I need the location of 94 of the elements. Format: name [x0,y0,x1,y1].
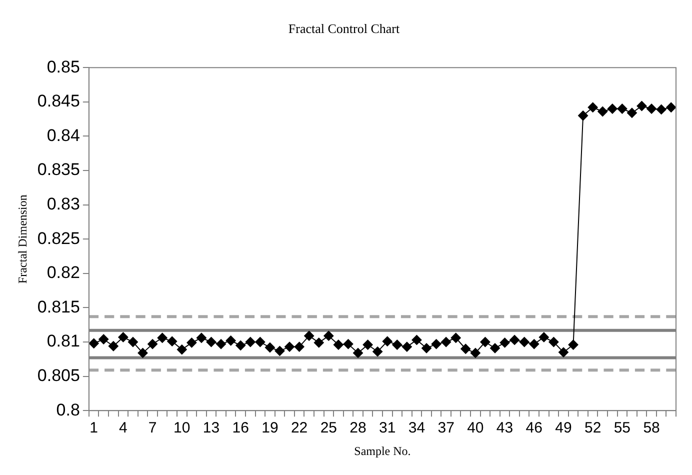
x-tick-label: 19 [262,420,278,437]
x-tick-label: 40 [467,420,484,437]
point [284,342,295,352]
point [167,336,178,346]
x-tick-label: 52 [584,420,602,437]
chart-title: Fractal Control Chart [288,21,400,36]
x-tick-label: 55 [614,420,631,437]
point [157,332,168,343]
point [568,340,578,350]
point [422,343,432,354]
point [108,341,118,352]
point [578,110,588,121]
y-tick-label: 0.835 [37,160,80,180]
point [148,339,158,350]
point [176,344,187,355]
point [226,336,236,346]
x-tick-label: 4 [119,420,128,437]
point [490,343,500,354]
point [519,337,530,347]
x-tick-label: 34 [408,420,426,437]
point [441,337,452,347]
point [538,332,549,342]
y-tick-label: 0.805 [37,366,80,385]
x-tick-label: 10 [174,420,190,437]
point [333,340,344,350]
point [264,342,275,352]
x-tick-label: 22 [290,420,308,437]
point [128,337,138,347]
y-tick-label: 0.84 [46,126,80,145]
point [353,348,364,358]
point [450,332,461,343]
point [431,339,442,350]
x-axis-title: Sample No. [354,444,411,458]
point [402,342,412,352]
point [626,108,637,118]
y-tick-label: 0.81 [46,332,80,351]
point [500,338,510,348]
x-tick-label: 46 [526,420,542,437]
point [510,334,520,345]
x-tick-label: 16 [232,420,249,437]
point [186,338,197,348]
x-tick-label: 58 [643,420,660,437]
point [636,101,647,112]
point [480,337,490,347]
point [314,338,324,348]
point [607,104,618,114]
y-tick-label: 0.8 [56,400,80,420]
point [138,348,148,358]
point [206,337,216,347]
point [255,337,266,347]
x-tick-label: 28 [350,420,366,437]
point [548,337,559,347]
point [656,104,666,114]
point [666,102,676,112]
x-tick-label: 49 [555,420,572,437]
point [617,104,628,114]
y-tick-label: 0.825 [37,228,80,248]
point [118,332,128,342]
y-tick-label: 0.815 [37,297,80,316]
y-axis-title: Fractal Dimension [15,194,30,284]
point [598,106,608,117]
x-tick-label: 7 [148,420,157,437]
x-tick-label: 37 [438,420,454,437]
point [304,330,314,341]
y-tick-label: 0.83 [46,194,80,214]
x-tick-label: 13 [202,420,220,437]
y-tick-label: 0.82 [46,263,80,282]
point [470,348,480,358]
point [236,340,246,350]
x-tick-label: 25 [320,420,337,437]
point [274,346,285,356]
x-tick-label: 1 [90,420,98,437]
point [646,104,657,114]
point [558,347,568,358]
point [362,340,373,350]
point [412,334,422,345]
y-tick-label: 0.845 [37,92,80,111]
x-tick-label: 43 [496,420,514,437]
point [460,344,471,354]
point [392,340,402,350]
point [216,339,226,350]
point [98,334,109,344]
point [382,336,392,346]
point [196,332,206,343]
point [324,330,334,341]
point [588,102,598,112]
x-tick-label: 31 [379,420,396,437]
point [343,339,354,350]
point [294,342,304,352]
point [245,337,256,347]
point [88,338,99,348]
point [372,346,383,357]
point [529,339,540,350]
y-tick-label: 0.85 [46,57,80,76]
